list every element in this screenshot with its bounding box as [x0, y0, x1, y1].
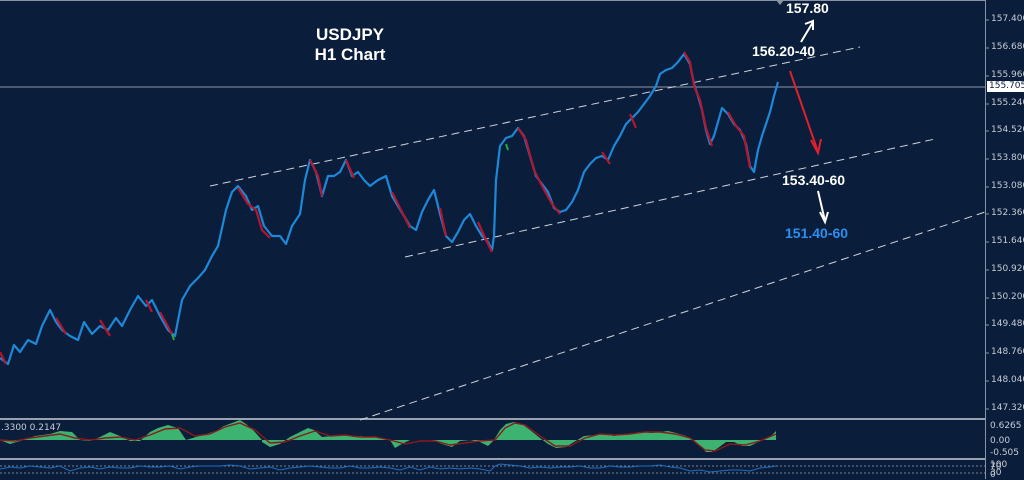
price-tick: 155.240	[991, 98, 1024, 108]
price-tick: 148.040	[991, 375, 1024, 385]
price-tick: 149.480	[991, 319, 1024, 329]
price-tick: 154.520	[991, 125, 1024, 135]
macd-tick-top: 0.6265	[990, 421, 1022, 431]
stoch-tick-30: 30	[990, 468, 1002, 478]
trendlines	[209, 46, 986, 421]
price-tick: 150.200	[991, 292, 1024, 302]
stoch-tick-0: 0	[990, 470, 996, 480]
macd-tick-zero: 0.00	[990, 436, 1011, 446]
stoch-tick-100: 100	[990, 460, 1008, 470]
stoch-tick-70: 70	[990, 462, 1002, 472]
chart-title-timeframe: H1 Chart	[314, 45, 386, 64]
price-tick: 157.400	[991, 14, 1024, 24]
long-term-support-line	[359, 211, 986, 421]
current-price-tag: 155.705	[987, 81, 1024, 92]
annotation-target-down: 151.40-60	[785, 225, 849, 241]
price-tick: 152.360	[991, 208, 1024, 218]
axis-ticks	[985, 19, 989, 410]
price-series	[0, 51, 780, 366]
price-tick: 155.960	[991, 70, 1024, 80]
price-tick: 151.640	[991, 236, 1024, 246]
annotation-support: 153.40-60	[782, 172, 846, 188]
bullish-target-arrow	[800, 19, 814, 43]
bearish-target-arrow	[817, 190, 829, 225]
price-tick: 156.680	[991, 42, 1024, 52]
macd-panel	[0, 420, 777, 452]
price-tick: 153.800	[991, 153, 1024, 163]
stoch-panel	[0, 463, 985, 474]
price-tick: 153.080	[991, 181, 1024, 191]
top-marker	[776, 0, 784, 5]
macd-values-label: .3300 0.2147	[1, 423, 62, 433]
chart-title-symbol: USDJPY	[315, 25, 385, 44]
green-doji-2	[505, 143, 509, 151]
price-tick: 150.920	[991, 264, 1024, 274]
bearish-arrow	[789, 70, 822, 156]
annotation-resistance: 156.20-40	[752, 43, 816, 59]
price-tick: 147.320	[991, 403, 1024, 413]
green-doji	[171, 333, 175, 341]
channel-upper-line	[209, 46, 861, 187]
macd-tick-bottom: -0.505	[990, 448, 1020, 458]
annotation-target-up: 157.80	[786, 0, 829, 16]
price-tick: 148.760	[991, 347, 1024, 357]
